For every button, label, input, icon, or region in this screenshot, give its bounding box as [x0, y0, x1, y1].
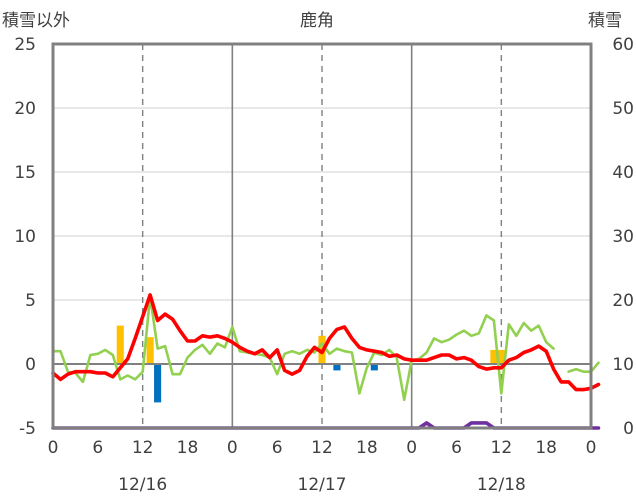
left-y-tick-label: 15	[14, 163, 36, 183]
line-series	[51, 293, 601, 430]
red-series-line	[51, 293, 601, 392]
precip-bar	[497, 349, 505, 364]
left-y-tick-label: 25	[14, 35, 36, 55]
x-tick-label: 0	[406, 438, 417, 458]
right-y-tick-label: 50	[612, 99, 634, 119]
x-tick-label: 0	[48, 438, 59, 458]
x-tick-label: 0	[227, 438, 238, 458]
left-axis-title: 積雪以外	[2, 11, 70, 31]
plot-frame	[51, 42, 593, 430]
date-label: 12/18	[477, 475, 526, 495]
green-series-line	[51, 294, 600, 402]
x-tick-label: 12	[132, 438, 154, 458]
left-y-tick-label: 10	[14, 227, 36, 247]
x-tick-label: 6	[451, 438, 462, 458]
x-tick-label: 18	[177, 438, 199, 458]
x-tick-label: 18	[356, 438, 378, 458]
chart-title: 鹿角	[300, 11, 334, 31]
x-tick-label: 6	[92, 438, 103, 458]
grid-lines	[53, 43, 591, 428]
right-y-tick-label: 40	[612, 163, 634, 183]
left-y-tick-label: -5	[19, 419, 36, 439]
right-y-tick-label: 20	[612, 291, 634, 311]
precip-bar	[116, 325, 124, 364]
left-y-tick-label: 20	[14, 99, 36, 119]
right-y-tick-label: 0	[623, 419, 634, 439]
plot-border	[51, 42, 593, 430]
x-tick-label: 18	[535, 438, 557, 458]
left-y-tick-label: 5	[25, 291, 36, 311]
left-y-tick-label: 0	[25, 355, 36, 375]
right-y-tick-label: 60	[612, 35, 634, 55]
right-y-tick-label: 30	[612, 227, 634, 247]
x-tick-label: 6	[272, 438, 283, 458]
precip-bar	[490, 349, 498, 364]
right-y-tick-label: 10	[612, 355, 634, 375]
date-label: 12/17	[298, 475, 347, 495]
snowfall-bar	[333, 364, 341, 371]
x-tick-label: 0	[586, 438, 597, 458]
date-label: 12/16	[118, 475, 167, 495]
snowfall-bar	[370, 364, 378, 371]
precip-bar	[146, 337, 154, 364]
right-axis-title: 積雪	[588, 11, 622, 31]
x-tick-label: 12	[491, 438, 513, 458]
x-tick-label: 12	[311, 438, 333, 458]
snowfall-bar	[154, 364, 162, 403]
